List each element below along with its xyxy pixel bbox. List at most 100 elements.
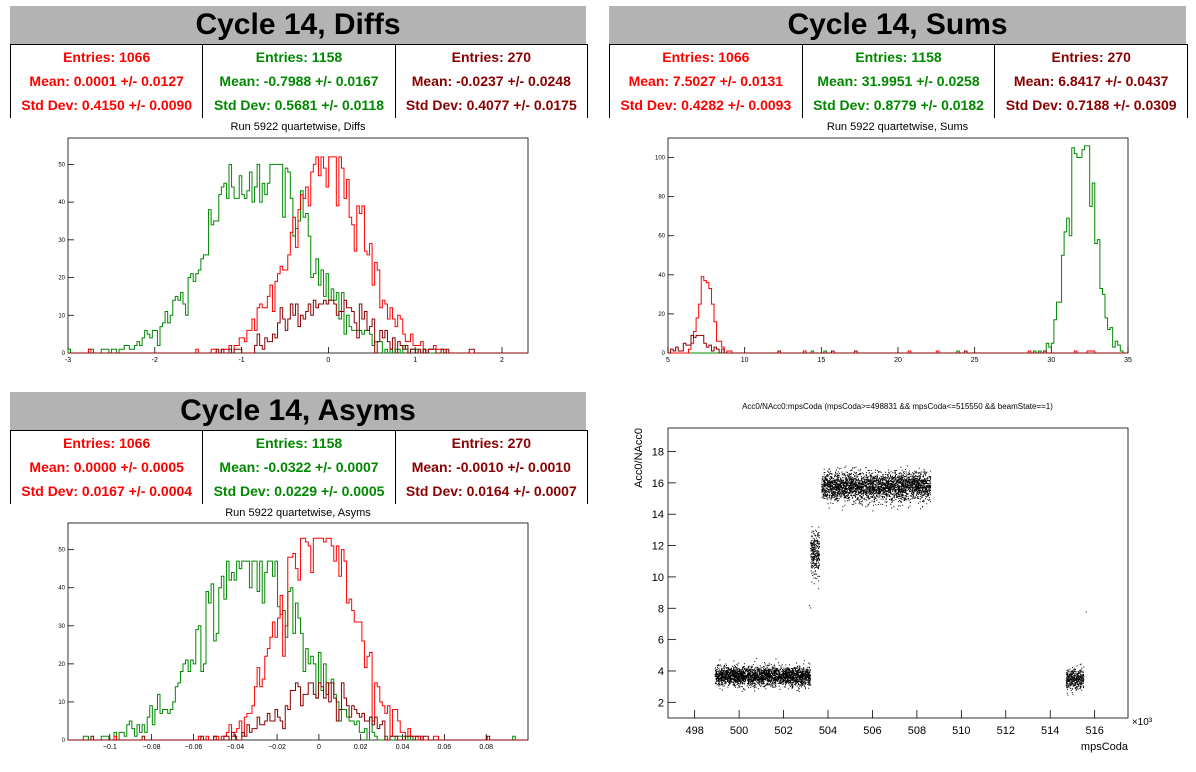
scatter-point: [764, 674, 766, 676]
scatter-point: [718, 680, 720, 682]
scatter-point: [802, 681, 804, 683]
scatter-point: [733, 680, 735, 682]
scatter-point: [765, 674, 767, 676]
scatter-point: [893, 497, 895, 499]
scatter-point: [830, 498, 832, 500]
scatter-point: [850, 473, 852, 475]
scatter-point: [767, 675, 769, 677]
scatter-point: [895, 470, 897, 472]
scatter-point: [753, 675, 755, 677]
scatter-point: [791, 687, 793, 689]
scatter-point: [761, 673, 763, 675]
scatter-point: [759, 671, 761, 673]
scatter-point: [863, 473, 865, 475]
scatter-point: [828, 480, 830, 482]
scatter-point: [823, 482, 825, 484]
scatter-point: [813, 558, 815, 560]
diffs-std-green: Std Dev: 0.5681 +/- 0.0118: [213, 97, 385, 113]
scatter-point: [829, 483, 831, 485]
scatter-point: [879, 481, 881, 483]
scatter-point: [759, 684, 761, 686]
scatter-point: [925, 486, 927, 488]
scatter-point: [775, 685, 777, 687]
scatter-point: [770, 670, 772, 672]
scatter-point: [814, 555, 816, 557]
scatter-point: [916, 479, 918, 481]
scatter-point: [767, 672, 769, 674]
scatter-point: [802, 677, 804, 679]
scatter-point: [865, 474, 867, 476]
scatter-point: [812, 542, 814, 544]
scatter-point: [719, 673, 721, 675]
scatter-point: [836, 493, 838, 495]
scatter-point: [919, 481, 921, 483]
scatter-point: [903, 485, 905, 487]
scatter-point: [715, 678, 717, 680]
scatter-point: [728, 680, 730, 682]
scatter-point: [839, 483, 841, 485]
scatter-point: [801, 679, 803, 681]
scatter-point: [765, 671, 767, 673]
scatter-point: [895, 486, 897, 488]
scatter-point: [787, 673, 789, 675]
scatter-point: [919, 484, 921, 486]
scatter-point: [864, 482, 866, 484]
scatter-point: [771, 679, 773, 681]
scatter-point: [765, 673, 767, 675]
scatter-point: [812, 565, 814, 567]
scatter-point: [761, 678, 763, 680]
scatter-point: [757, 682, 759, 684]
scatter-point: [803, 673, 805, 675]
scatter-point: [889, 484, 891, 486]
scatter-point: [774, 670, 776, 672]
scatter-point: [715, 675, 717, 677]
scatter-point: [730, 669, 732, 671]
scatter-point: [775, 672, 777, 674]
scatter-point: [806, 668, 808, 670]
scatter-point: [776, 669, 778, 671]
scatter-point: [777, 670, 779, 672]
scatter-point: [726, 676, 728, 678]
sums-series-green: [668, 145, 1128, 354]
scatter-point: [798, 690, 800, 692]
scatter-point: [760, 670, 762, 672]
scatter-point: [751, 680, 753, 682]
scatter-point: [786, 675, 788, 677]
scatter-point: [747, 677, 749, 679]
scatter-point: [900, 495, 902, 497]
scatter-point: [751, 665, 753, 667]
diffs-ytick-label: 0: [62, 351, 66, 357]
scatter-point: [725, 675, 727, 677]
scatter-point: [810, 679, 812, 681]
scatter-point: [891, 477, 893, 479]
scatter-point: [799, 665, 801, 667]
scatter-point: [830, 502, 832, 504]
scatter-point: [767, 674, 769, 676]
scatter-point: [722, 674, 724, 676]
scatter-point: [904, 486, 906, 488]
scatter-point: [801, 668, 803, 670]
scatter-point: [722, 668, 724, 670]
scatter-point: [874, 477, 876, 479]
scatter-point: [865, 485, 867, 487]
scatter-point: [901, 477, 903, 479]
scatter-point: [803, 680, 805, 682]
scatter-point: [882, 478, 884, 480]
scatter-point: [859, 492, 861, 494]
scatter-point: [736, 673, 738, 675]
scatter-point: [785, 682, 787, 684]
scatter-point: [878, 471, 880, 473]
scatter-point: [823, 480, 825, 482]
scatter-point: [731, 665, 733, 667]
scatter-point: [757, 678, 759, 680]
scatter-point: [767, 677, 769, 679]
scatter-point: [838, 472, 840, 474]
scatter-point: [919, 477, 921, 479]
scatter-point: [804, 686, 806, 688]
scatter-point: [828, 484, 830, 486]
scatter-point: [779, 672, 781, 674]
scatter-point: [897, 487, 899, 489]
scatter-point: [865, 476, 867, 478]
scatter-point: [806, 674, 808, 676]
scatter-point: [906, 479, 908, 481]
